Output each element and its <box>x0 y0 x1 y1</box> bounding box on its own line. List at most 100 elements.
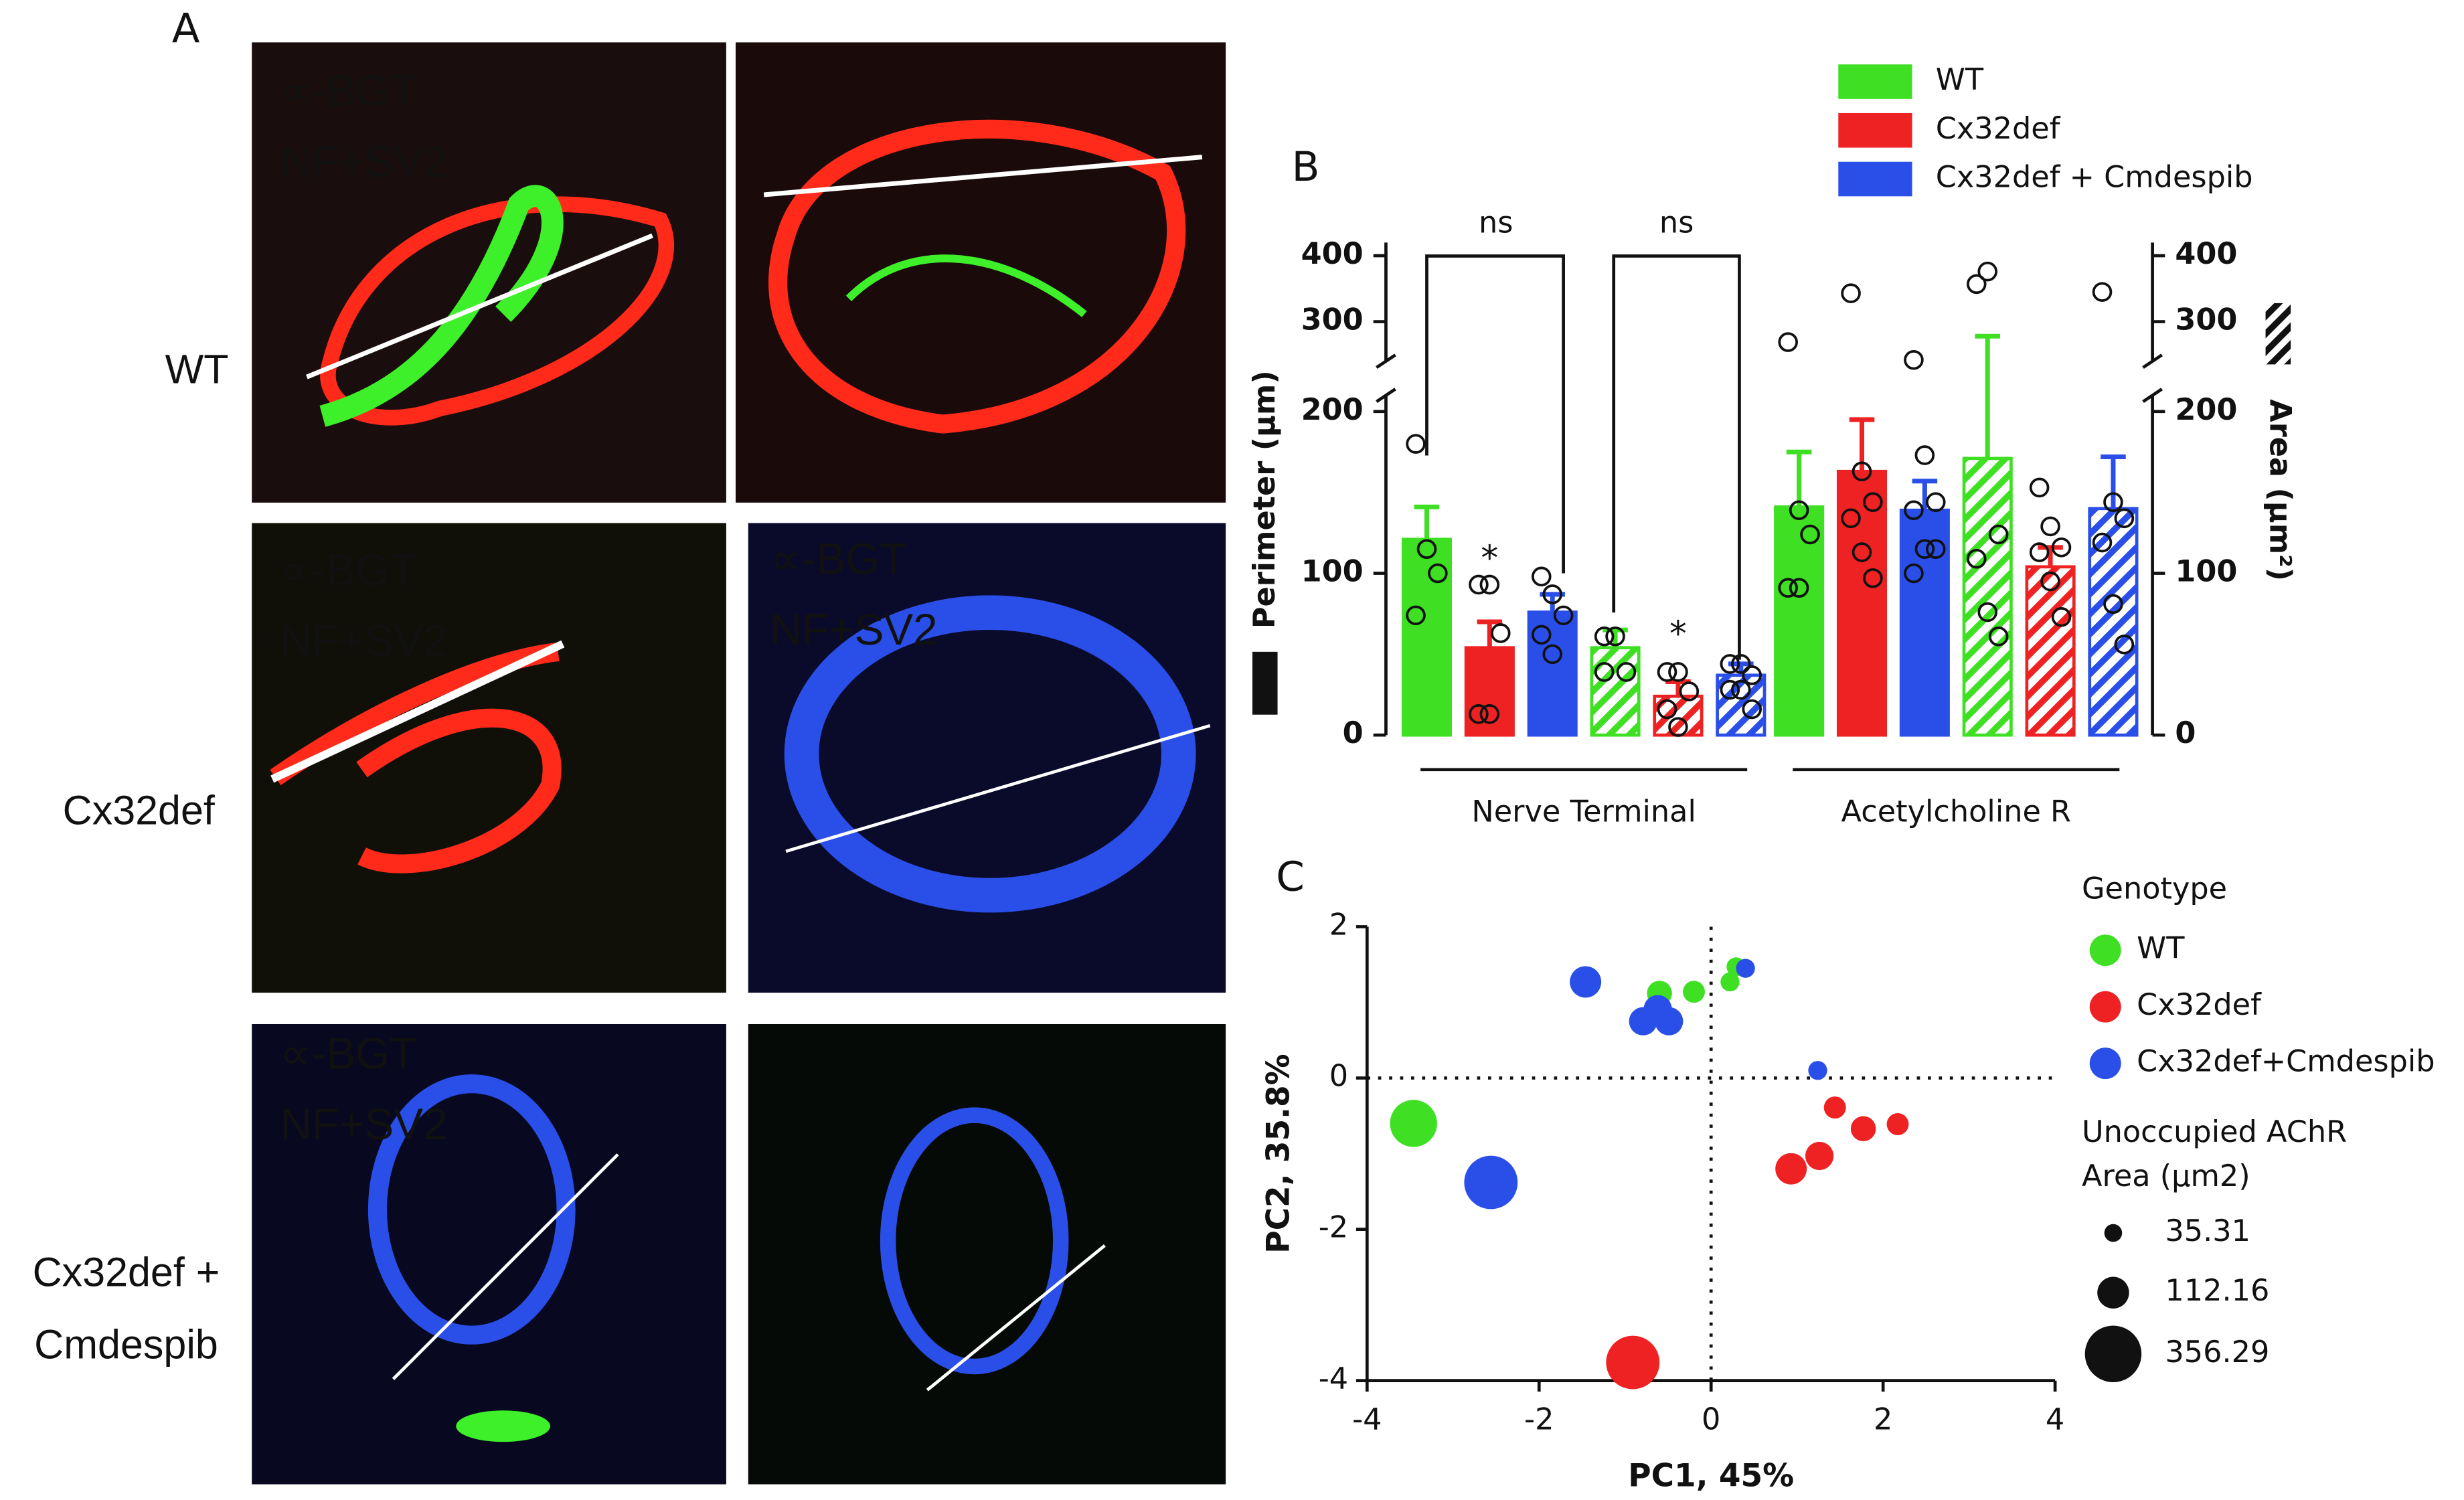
data-point <box>1977 602 1997 622</box>
stain-label: ∝-BGT <box>280 1029 416 1078</box>
bubble <box>1775 1153 1807 1185</box>
legend-marker <box>2089 934 2121 967</box>
bubble <box>1850 1116 1876 1142</box>
stain <box>880 1107 1069 1375</box>
data-point <box>1668 662 1688 682</box>
axis-break <box>1376 388 1396 403</box>
x-tick-label: Nerve Terminal <box>1471 795 1696 829</box>
stain <box>845 254 1087 317</box>
data-point <box>1469 704 1489 724</box>
y-tick-label: 300 <box>2175 303 2237 337</box>
axis-break <box>2142 353 2163 369</box>
stain-label: ∝-BGT <box>280 546 416 594</box>
bracket <box>1425 254 1565 574</box>
size-legend-label: 356.29 <box>2165 1335 2269 1369</box>
data-point <box>1531 566 1552 587</box>
legend-label: Cx32def <box>2137 987 2262 1022</box>
data-point <box>1789 500 1809 521</box>
stain <box>319 185 564 427</box>
bubble <box>1823 1096 1846 1119</box>
legend-label: Cx32def+Cmdespib <box>2137 1044 2435 1079</box>
y-tick-label: 0 <box>1329 1059 1348 1094</box>
stain <box>320 196 675 426</box>
data-point <box>1679 681 1700 701</box>
bar <box>2088 507 2139 737</box>
legend-swatch <box>1838 64 1912 99</box>
data-point <box>1967 274 1987 295</box>
bar <box>1774 505 1825 737</box>
legend-marker <box>2089 1048 2121 1080</box>
y-tick-label: 300 <box>1301 303 1364 337</box>
annotation: * <box>1669 614 1687 654</box>
measure-line <box>926 1244 1106 1392</box>
data-point <box>2092 282 2113 303</box>
size-legend-marker <box>2084 1325 2142 1383</box>
data-point <box>1852 542 1872 562</box>
size-legend-title: Area (µm2) <box>2082 1159 2250 1193</box>
bubble <box>1629 1007 1657 1035</box>
x-axis-label: PC1, 45% <box>1628 1458 1794 1495</box>
data-point <box>2114 635 2135 655</box>
bubble <box>1464 1155 1518 1210</box>
row-label: WT <box>165 346 229 392</box>
data-point <box>2040 516 2060 537</box>
data-point <box>1531 624 1552 645</box>
data-point <box>1479 574 1500 595</box>
y-tick-label: 200 <box>1301 392 1364 427</box>
stain <box>784 595 1196 913</box>
data-point <box>1841 283 1861 303</box>
row-label: Cmdespib <box>34 1321 218 1367</box>
legend-label: Cx32def <box>1936 111 2061 146</box>
bubble <box>1808 1061 1827 1080</box>
legend-swatch <box>1838 112 1912 148</box>
annotation: ns <box>1479 205 1513 240</box>
data-point <box>1841 508 1861 529</box>
data-point <box>1925 539 1946 560</box>
size-legend-label: 112.16 <box>2165 1273 2269 1308</box>
legend-title: Genotype <box>2082 871 2227 906</box>
stain-label: NF+SV2 <box>280 137 447 186</box>
panel-label: B <box>1292 143 1320 191</box>
measure-line <box>763 155 1203 197</box>
data-point <box>1542 584 1562 604</box>
axis-break <box>1376 353 1396 369</box>
legend-label: Cx32def + Cmdespib <box>1936 160 2253 195</box>
bubble <box>1805 1141 1834 1171</box>
y-tick-label: -2 <box>1319 1210 1348 1245</box>
bubble <box>1390 1100 1437 1147</box>
data-point <box>1925 492 1946 512</box>
y-tick-label: 400 <box>1301 236 1364 271</box>
micrograph <box>735 42 1226 503</box>
micrograph <box>252 523 726 993</box>
data-point <box>1988 626 2009 647</box>
data-point <box>1863 492 1883 512</box>
measure-line <box>306 233 653 380</box>
bubble <box>1736 959 1755 978</box>
y2-axis-label: Area (µm²) <box>2263 399 2297 581</box>
bar <box>1962 456 2013 737</box>
stain-label: ∝-BGT <box>770 534 907 583</box>
panel-label: A <box>172 5 200 53</box>
data-point <box>1731 679 1751 700</box>
y-tick-label: -4 <box>1319 1361 1348 1396</box>
bubble <box>1655 1007 1683 1035</box>
bar <box>1401 537 1453 737</box>
data-point <box>1800 524 1820 545</box>
data-point <box>1479 704 1500 724</box>
data-point <box>1594 626 1615 647</box>
y-tick-label: 200 <box>2175 392 2237 427</box>
data-point <box>1778 578 1798 598</box>
data-point <box>1789 578 1809 598</box>
annotation: ns <box>1659 205 1694 240</box>
row-label: Cx32def + <box>33 1250 220 1295</box>
data-point <box>1657 699 1677 720</box>
data-point <box>1742 699 1762 720</box>
data-point <box>1668 717 1688 737</box>
data-point <box>1863 568 1883 588</box>
data-point <box>1657 662 1677 682</box>
data-point <box>2114 508 2135 529</box>
data-point <box>2051 606 2072 627</box>
micrograph <box>748 523 1226 993</box>
y-tick-label: 0 <box>1343 716 1364 750</box>
